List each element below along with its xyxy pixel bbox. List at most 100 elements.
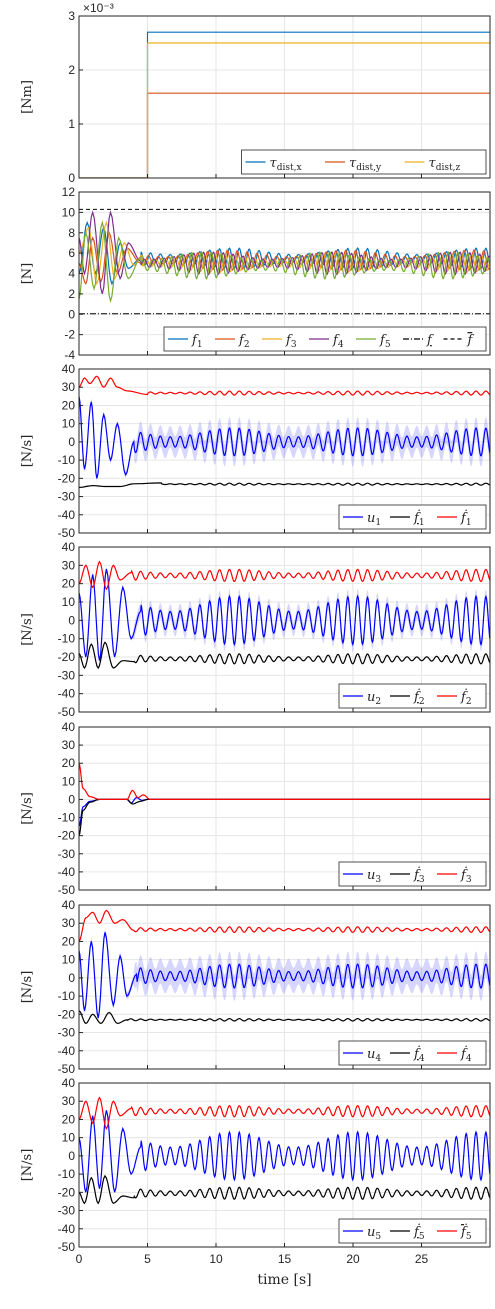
y-tick-label: 0 — [68, 613, 75, 627]
series-line-f1-dot-lower — [79, 482, 490, 488]
y-tick-label: -20 — [58, 1007, 76, 1021]
series-line-u2 — [79, 568, 490, 661]
legend-label-main: f — [467, 333, 475, 348]
x-tick-label: 20 — [346, 1252, 360, 1266]
legend-label: τdist,y — [349, 156, 382, 173]
legend-label-sub: 4 — [419, 1054, 425, 1064]
y-tick-label: -30 — [58, 490, 76, 504]
plot-lines — [79, 1096, 490, 1205]
legend-label-main: f — [379, 333, 387, 348]
y-tick-label: 0 — [68, 1149, 75, 1163]
y-tick-label: 2 — [68, 287, 75, 301]
plot-lines — [79, 31, 490, 178]
legend-label-sub: 1 — [466, 518, 472, 528]
y-axis-label: [N] — [20, 263, 35, 285]
y-tick-label: 1 — [68, 117, 75, 131]
legend: u1 ḟ1 ḟ1 — [338, 504, 487, 530]
y-tick-label: 10 — [62, 595, 76, 609]
legend-label: f — [426, 333, 434, 348]
legend-label: u3 — [367, 868, 381, 885]
y-tick-label: 20 — [62, 934, 76, 948]
legend-label-sub: 1 — [375, 518, 381, 528]
legend-label-main: f — [426, 333, 434, 348]
legend: f1 f2 f3 f4 f5 f f — [163, 326, 487, 352]
y-tick-label: 0 — [68, 971, 75, 985]
y-tick-label: 8 — [68, 226, 75, 240]
legend-label-main: τ — [270, 156, 278, 171]
legend-label: ḟ1 — [413, 510, 425, 528]
legend-box — [338, 1040, 487, 1066]
legend-label: u4 — [367, 1047, 381, 1064]
y-tick-label: 30 — [62, 558, 76, 572]
legend-box — [338, 683, 487, 709]
legend-label: ḟ3 — [460, 867, 472, 885]
series-band-u2 — [79, 566, 490, 663]
y-tick-label: 10 — [62, 417, 76, 431]
y-tick-label: 0 — [68, 435, 75, 449]
legend-label-main: ḟ — [413, 1224, 421, 1240]
y-tick-label: -20 — [58, 829, 76, 843]
legend-label: ḟ1 — [460, 510, 472, 528]
y-tick-label: -30 — [58, 1026, 76, 1040]
legend: τdist,x τdist,y τdist,z — [241, 149, 487, 175]
plot-lines — [79, 762, 490, 836]
legend-label-main: u — [367, 868, 375, 883]
y-tick-label: 40 — [62, 540, 76, 554]
legend-label-sub: dist,z — [436, 163, 461, 173]
y-tick-label: -40 — [58, 687, 76, 701]
y-axis-label: [N/s] — [20, 435, 35, 468]
y-tick-label: -10 — [58, 1167, 76, 1181]
y-tick-label: 30 — [62, 1094, 76, 1108]
y-tick-label: -50 — [58, 1062, 76, 1076]
legend-box — [338, 1218, 487, 1244]
y-tick-label: -2 — [64, 328, 75, 342]
legend-label-sub: 5 — [419, 1232, 425, 1242]
series-line-u5 — [79, 1110, 490, 1193]
legend-label-sub: 3 — [419, 875, 425, 885]
legend-label-main: f — [332, 333, 340, 348]
legend-label-sub: 2 — [466, 697, 472, 707]
legend-label: ḟ2 — [460, 689, 472, 707]
legend-label-sub: 1 — [197, 340, 203, 350]
y-tick-label: 40 — [62, 1076, 76, 1090]
y-axis-label: [N/s] — [20, 971, 35, 1004]
y-tick-label: -40 — [58, 865, 76, 879]
plot-lines — [79, 208, 490, 315]
x-tick-label: 15 — [278, 1252, 292, 1266]
y-tick-label: 10 — [62, 1131, 76, 1145]
legend-label-main: ḟ — [460, 867, 468, 883]
series-line-f5-dot-upper — [79, 1096, 490, 1130]
legend-label-sub: 4 — [375, 1054, 381, 1064]
legend-label-main: ḟ — [460, 1046, 468, 1062]
y-tick-label: -50 — [58, 1240, 76, 1254]
y-tick-label: -20 — [58, 650, 76, 664]
legend-label-main: u — [367, 1047, 375, 1062]
y-tick-label: 10 — [62, 205, 76, 219]
series-line-f3-dot-upper — [79, 762, 490, 800]
legend-label: ḟ2 — [413, 689, 425, 707]
legend-label-sub: 2 — [244, 340, 250, 350]
legend: u2 ḟ2 ḟ2 — [338, 683, 487, 709]
y-tick-label: -20 — [58, 1185, 76, 1199]
legend-label-main: ḟ — [460, 689, 468, 705]
y-tick-label: 12 — [62, 185, 76, 199]
legend-label-main: f — [285, 333, 293, 348]
series-line-f2-dot-upper — [79, 560, 490, 591]
y-tick-label: -40 — [58, 1222, 76, 1236]
y-tick-label: 4 — [68, 267, 75, 281]
series-line-f2-dot-lower — [79, 641, 490, 670]
legend: u4 ḟ4 ḟ4 — [338, 1040, 487, 1066]
y-tick-label: 6 — [68, 246, 75, 260]
y-axis-label: [Nm] — [20, 80, 35, 114]
legend-label: u5 — [367, 1225, 381, 1242]
y-tick-label: -50 — [58, 705, 76, 719]
y-tick-label: -10 — [58, 989, 76, 1003]
y-tick-label: 40 — [62, 720, 76, 734]
series-line-f4-dot-lower — [79, 1010, 490, 1025]
x-tick-label: 10 — [209, 1252, 223, 1266]
legend-label: f1 — [191, 333, 203, 350]
